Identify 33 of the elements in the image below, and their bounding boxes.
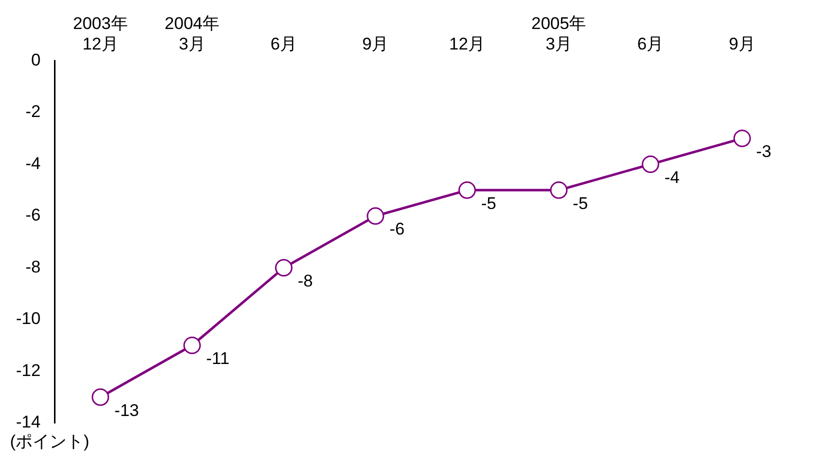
y-tick-label: -12 (16, 360, 41, 380)
y-tick-label: -14 (16, 412, 41, 432)
point (92, 388, 110, 406)
point (183, 336, 201, 354)
x-tick-label: 9月 (362, 34, 389, 54)
y-tick-label: -4 (25, 154, 41, 173)
data-label: -6 (389, 220, 405, 239)
data-label: -11 (206, 349, 230, 368)
data-label: -4 (664, 168, 680, 187)
x-tick-label: 6月 (637, 34, 664, 54)
y-axis-title: (ポイント) (10, 432, 90, 452)
data-label: -5 (572, 194, 588, 213)
y-tick-label: -6 (25, 206, 41, 225)
y-tick-label: -10 (16, 309, 41, 328)
point (275, 259, 293, 277)
point (550, 181, 568, 199)
data-label: -3 (756, 142, 772, 162)
data-label: -8 (298, 271, 313, 290)
x-tick-label: 6月 (270, 34, 297, 54)
x-tick-label: 2003年 12月 (72, 14, 128, 54)
y-tick-label: 0 (31, 50, 41, 70)
x-tick-label: 12月 (449, 34, 486, 54)
point (733, 130, 751, 148)
point (366, 207, 384, 225)
y-tick-label: -8 (25, 257, 41, 276)
x-tick-label: 2005年 3月 (531, 14, 586, 54)
point (458, 181, 476, 199)
y-tick-label: -2 (25, 102, 41, 122)
data-label: -5 (481, 194, 496, 213)
x-tick-label: 9月 (728, 34, 756, 54)
data-label: -13 (114, 400, 139, 420)
x-tick-label: 2004年 3月 (164, 14, 220, 54)
point (642, 156, 660, 174)
